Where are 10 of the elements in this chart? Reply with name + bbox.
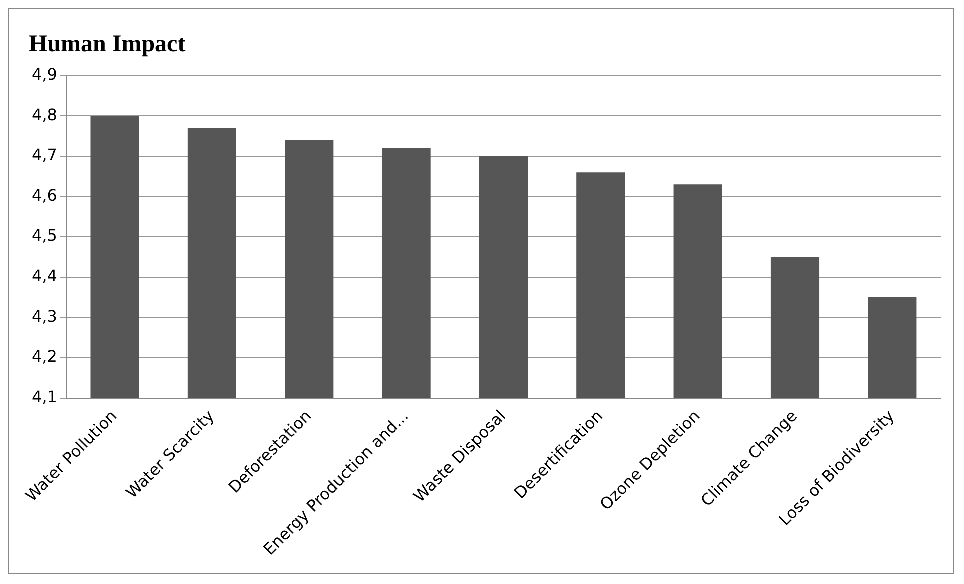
y-tick-label: 4,7 xyxy=(32,146,58,165)
y-tick-label: 4,2 xyxy=(32,347,58,366)
y-tick-label: 4,8 xyxy=(32,105,58,124)
y-tick-label: 4,5 xyxy=(32,226,58,246)
chart-title: Human Impact xyxy=(29,32,186,58)
y-tick-label: 4,9 xyxy=(32,64,58,84)
y-tick-label: 4,1 xyxy=(32,388,58,407)
y-tick-label: 4,3 xyxy=(32,306,58,326)
y-tick-label: 4,4 xyxy=(32,266,58,286)
y-tick-label: 4,6 xyxy=(32,186,58,205)
